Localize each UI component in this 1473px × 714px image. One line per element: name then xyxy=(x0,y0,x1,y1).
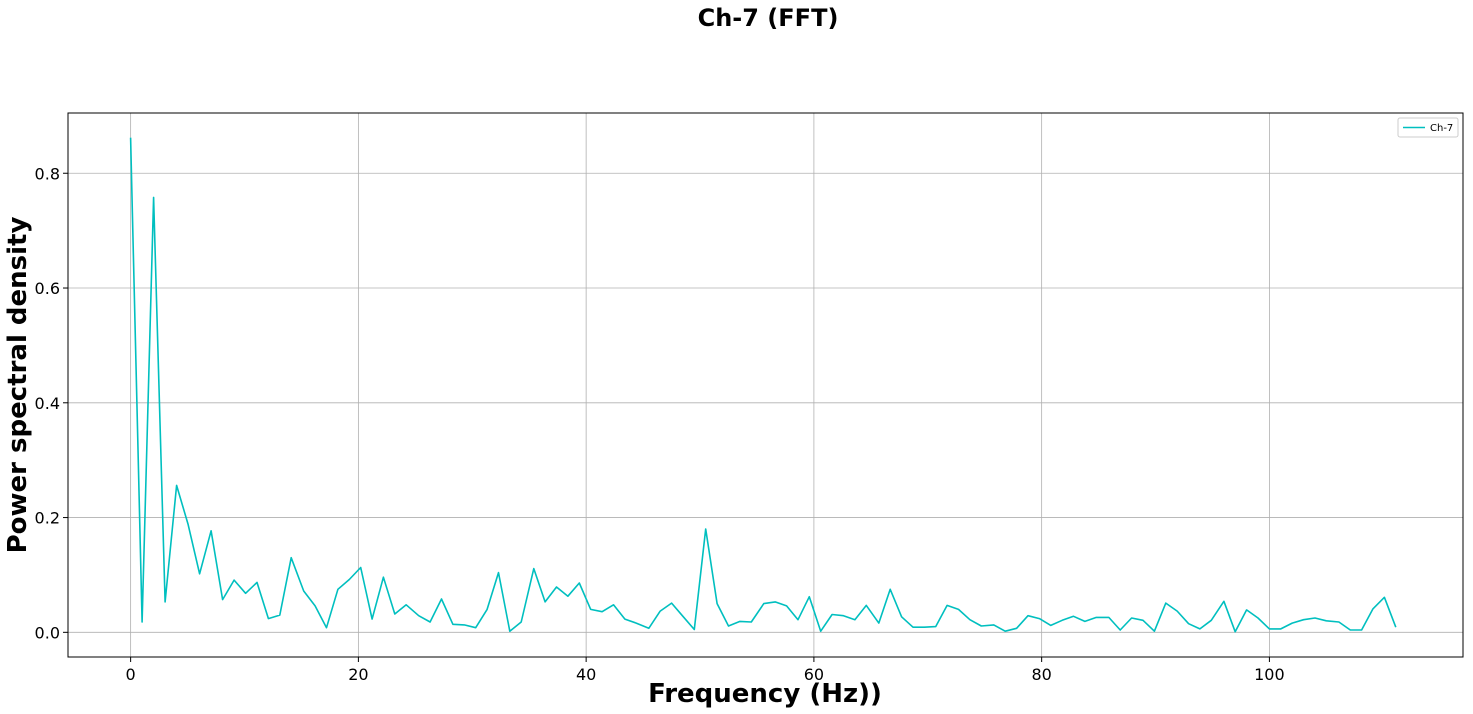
x-tick-label: 80 xyxy=(1031,665,1051,684)
x-tick-label: 60 xyxy=(804,665,824,684)
y-tick-label: 0.6 xyxy=(35,279,60,298)
x-tick-label: 0 xyxy=(126,665,136,684)
chart-title: Ch-7 (FFT) xyxy=(697,4,839,32)
y-tick-label: 0.8 xyxy=(35,164,60,183)
x-tick-label: 20 xyxy=(348,665,368,684)
y-tick-label: 0.4 xyxy=(35,394,60,413)
y-tick-label: 0.0 xyxy=(35,623,60,642)
x-tick-label: 40 xyxy=(576,665,596,684)
legend-label: Ch-7 xyxy=(1430,123,1453,134)
grid-lines xyxy=(68,113,1463,657)
legend: Ch-7 xyxy=(1397,117,1459,138)
plot-frame xyxy=(67,112,1464,658)
x-axis-title: Frequency (Hz)) xyxy=(648,679,882,709)
legend-box xyxy=(1397,117,1459,138)
series-layer xyxy=(129,137,1397,633)
axis-ticks: 0 20 40 60 80 100 0.0 0.2 0.4 0.6 0.8 xyxy=(35,164,1285,684)
y-tick-label: 0.2 xyxy=(35,509,60,528)
series-line-ch-7 xyxy=(129,137,1397,633)
x-tick-label: 100 xyxy=(1254,665,1285,684)
y-axis-title: Power spectral density xyxy=(3,217,33,554)
